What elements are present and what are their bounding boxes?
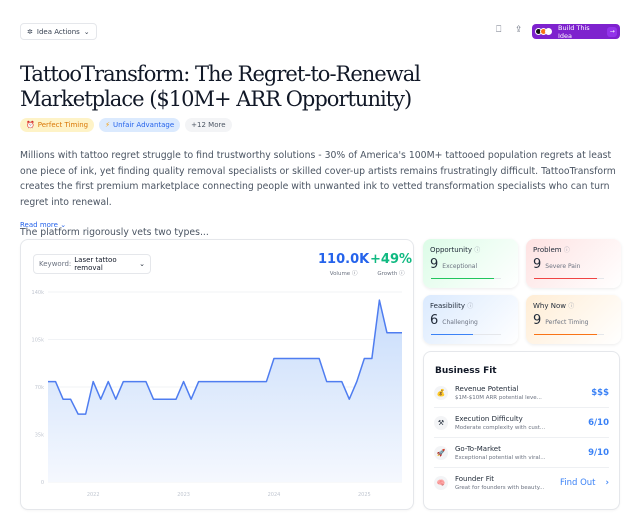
business-fit-row[interactable]: 🧠 Founder Fit Great for founders with beau… <box>434 468 609 498</box>
keyword-select[interactable]: Keyword: Laser tattoo removal ⌄ <box>33 254 151 274</box>
tools-icon: ⚒ <box>434 415 448 430</box>
score-card-feasibility[interactable]: Feasibility ⓘ 6 Challenging <box>423 295 518 344</box>
arrow-right-icon: → <box>607 26 617 37</box>
business-fit-card: Business Fit <box>423 351 620 510</box>
score-card-problem[interactable]: Problem ⓘ 9 Severe Pain <box>526 239 621 288</box>
bookmark-icon[interactable]: ⎕ <box>496 25 502 35</box>
x-tick-label: 2023 <box>177 492 190 498</box>
sparkle-icon: ✲ <box>27 27 33 36</box>
volume-stat: 110.0K Volume ⓘ <box>318 252 370 277</box>
tag-perfect-timing[interactable]: ⏰ Perfect Timing <box>20 118 95 132</box>
area-fill <box>48 300 402 482</box>
brain-icon: 🧠 <box>434 476 448 490</box>
search-volume-chart: 0 35k 70k 105k 140k 2022 2023 2024 2025 <box>32 290 403 498</box>
score-bar <box>431 277 501 279</box>
info-icon[interactable]: ⓘ <box>467 303 474 310</box>
alarm-clock-icon: ⏰ <box>26 121 35 129</box>
x-tick-label: 2022 <box>87 492 100 498</box>
business-fit-row[interactable]: 💰 Revenue Potential $1M-$10M ARR potential… <box>434 378 609 408</box>
chevron-right-icon: › <box>605 478 609 488</box>
lightning-icon: ⚡ <box>105 121 111 129</box>
more-tags-button[interactable]: +12 More <box>185 118 232 132</box>
idea-actions-button[interactable]: ✲ Idea Actions ⌄ <box>20 23 97 40</box>
y-tick-label: 0 <box>41 480 44 486</box>
info-icon[interactable]: ⓘ <box>568 303 575 310</box>
business-fit-row[interactable]: 🚀 Go-To-Market Exceptional potential with … <box>434 438 609 468</box>
read-more-link[interactable]: Read more ⌄ <box>20 221 67 229</box>
rocket-icon: 🚀 <box>434 445 448 460</box>
info-icon[interactable]: ⓘ <box>474 247 481 254</box>
y-tick-label: 105k <box>32 338 45 344</box>
page-title: TattooTransform: The Regret-to-Renewal M… <box>20 62 421 111</box>
share-icon[interactable]: ⇪ <box>515 25 523 35</box>
score-bar <box>534 277 604 279</box>
chevron-down-icon: ⌄ <box>60 221 67 229</box>
business-fit-row[interactable]: ⚒ Execution Difficulty Moderate complexity… <box>434 408 609 438</box>
x-tick-label: 2024 <box>268 492 281 498</box>
y-tick-label: 35k <box>35 433 44 439</box>
score-bar <box>534 333 604 335</box>
build-this-idea-button[interactable]: Build This Idea → <box>532 24 620 40</box>
score-bar <box>431 333 501 335</box>
money-bag-icon: 💰 <box>434 385 448 400</box>
tag-unfair-advantage[interactable]: ⚡ Unfair Advantage <box>99 118 181 132</box>
chevron-down-icon: ⌄ <box>139 260 145 268</box>
score-card-opportunity[interactable]: Opportunity ⓘ 9 Exceptional <box>423 239 518 288</box>
help-icon[interactable]: ⓘ <box>351 271 358 277</box>
growth-stat: +49% Growth ⓘ <box>370 252 413 277</box>
help-icon[interactable]: ⓘ <box>399 271 405 277</box>
y-tick-label: 140k <box>32 290 45 296</box>
y-tick-label: 70k <box>35 385 44 391</box>
description: Millions with tattoo regret struggle to … <box>20 150 616 238</box>
avatar-group <box>535 28 552 35</box>
info-icon[interactable]: ⓘ <box>563 247 570 254</box>
series-line <box>48 299 402 415</box>
x-tick-label: 2025 <box>358 492 371 498</box>
chevron-down-icon: ⌄ <box>83 27 90 36</box>
score-card-why-now[interactable]: Why Now ⓘ 9 Perfect Timing <box>526 295 621 344</box>
